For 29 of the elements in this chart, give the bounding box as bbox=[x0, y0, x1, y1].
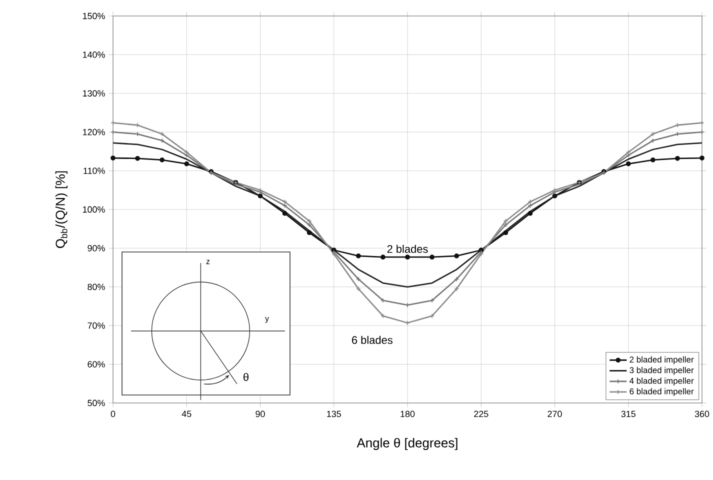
y-tick-label: 100% bbox=[82, 206, 105, 213]
y-tick-label: 50% bbox=[88, 400, 105, 406]
x-axis-title: Angle θ [degrees] bbox=[356, 438, 458, 450]
legend-label: 4 bladed impeller bbox=[630, 378, 694, 386]
legend-label: 2 bladed impeller bbox=[630, 356, 694, 364]
x-tick-label: 270 bbox=[548, 410, 562, 418]
x-tick-label: 315 bbox=[621, 410, 636, 418]
y-tick-label: 60% bbox=[88, 361, 105, 368]
annotation: 2 blades bbox=[387, 244, 428, 253]
annotation: θ bbox=[244, 372, 248, 382]
y-tick-label: 90% bbox=[88, 245, 105, 252]
y-tick-label: 130% bbox=[82, 90, 105, 97]
y-tick-label: 120% bbox=[82, 128, 105, 136]
annotation: 6 blades bbox=[352, 336, 392, 344]
y-tick-label: 150% bbox=[82, 12, 105, 20]
legend-label: 3 bladed impeller bbox=[630, 366, 694, 375]
y-tick-label: 110% bbox=[84, 168, 105, 174]
y-tick-label: 80% bbox=[88, 284, 105, 290]
x-tick-label: 180 bbox=[400, 410, 415, 418]
x-tick-label: 135 bbox=[327, 410, 341, 418]
y-tick-label: 140% bbox=[82, 52, 105, 58]
x-tick-label: 0 bbox=[110, 410, 116, 418]
x-tick-label: 45 bbox=[182, 410, 192, 418]
x-tick-label: 360 bbox=[694, 410, 710, 418]
y-axis-title: Q$_{bb}$/(Q/N) [%] bbox=[55, 171, 68, 248]
y-tick-label: 70% bbox=[88, 322, 105, 329]
legend-label: 6 bladed impeller bbox=[630, 388, 694, 396]
x-tick-label: 225 bbox=[474, 410, 488, 418]
x-tick-label: 90 bbox=[256, 410, 265, 418]
